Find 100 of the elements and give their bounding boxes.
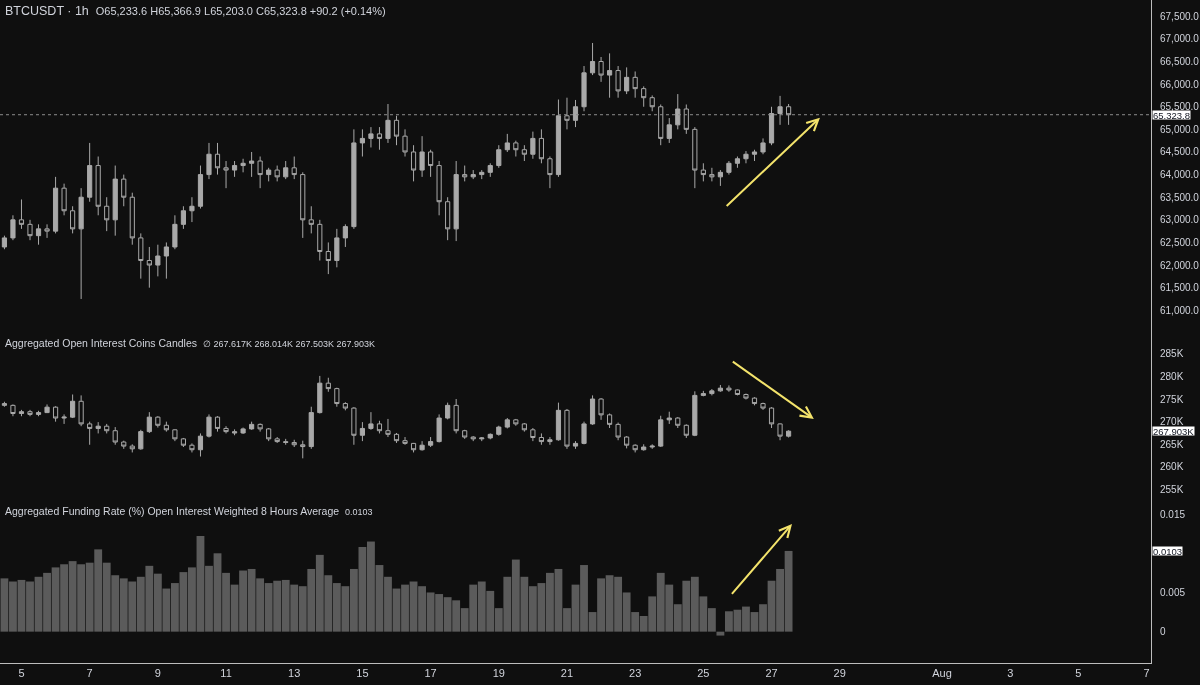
candlestick <box>555 402 562 442</box>
candlestick <box>564 408 570 450</box>
candlestick <box>410 144 417 182</box>
candlestick <box>462 429 468 440</box>
candlestick <box>52 176 59 234</box>
candlestick <box>1 235 8 250</box>
candlestick <box>274 165 280 182</box>
candlestick <box>325 377 331 393</box>
candlestick <box>538 128 544 164</box>
candlestick <box>180 205 187 230</box>
candlestick <box>231 160 238 178</box>
x-tick-label: 11 <box>220 667 232 680</box>
candlestick <box>214 415 221 433</box>
candlestick <box>393 432 400 444</box>
y-tick-label: 63,500.0 <box>1160 191 1200 203</box>
candlestick <box>334 387 340 408</box>
candlestick <box>300 440 306 459</box>
candlestick <box>462 165 468 182</box>
candlestick <box>95 156 101 216</box>
y-tick-label: 255K <box>1160 484 1184 496</box>
candlestick <box>231 428 238 436</box>
y-tick-label: 265K <box>1160 438 1184 450</box>
candlestick <box>163 421 169 433</box>
candlestick <box>18 198 25 230</box>
y-tick-label: 275K <box>1160 393 1184 405</box>
y-tick-label: 62,500.0 <box>1160 236 1200 248</box>
candlestick <box>734 156 741 169</box>
candlestick <box>521 144 527 162</box>
candlestick <box>112 426 118 446</box>
candlestick <box>589 394 596 426</box>
candlestick <box>376 420 383 434</box>
candlestick <box>61 413 67 425</box>
candlestick <box>351 128 357 230</box>
bar <box>716 631 725 636</box>
candlestick <box>368 411 374 429</box>
candlestick <box>709 167 715 182</box>
candlestick <box>104 423 110 434</box>
candlestick <box>428 436 434 448</box>
candlestick <box>197 165 204 210</box>
y-tick-label: 0 <box>1160 626 1166 638</box>
candlestick <box>376 126 383 151</box>
candlestick <box>104 196 110 232</box>
x-tick-label: 17 <box>424 667 437 680</box>
candlestick <box>146 411 152 434</box>
candlestick <box>44 223 50 239</box>
candlestick <box>683 103 689 135</box>
candlestick <box>751 149 758 162</box>
candlestick <box>197 432 204 458</box>
y-tick-label: 260K <box>1160 461 1184 473</box>
candlestick <box>342 403 348 411</box>
candlestick <box>402 128 408 157</box>
candlestick <box>266 167 272 182</box>
candlestick <box>479 169 485 180</box>
candlestick <box>402 436 408 446</box>
candlestick <box>155 244 161 277</box>
candlestick <box>692 126 698 189</box>
candlestick <box>283 160 289 180</box>
candlestick <box>155 415 161 429</box>
x-tick-label: 7 <box>1143 667 1150 680</box>
candlestick <box>641 443 647 452</box>
candlestick <box>598 56 604 83</box>
candlestick <box>666 411 672 425</box>
x-tick-label: 15 <box>356 667 369 680</box>
x-tick-label: 5 <box>1075 667 1082 680</box>
y-tick-label: 66,500.0 <box>1160 56 1200 68</box>
candlestick <box>453 160 459 242</box>
x-tick-label: 3 <box>1007 667 1014 680</box>
y-tick-label: 0.005 <box>1160 586 1186 598</box>
candlestick <box>368 126 374 148</box>
candlestick <box>658 103 664 146</box>
candlestick <box>300 171 306 239</box>
candlestick <box>129 443 135 453</box>
candlestick <box>453 398 459 434</box>
candlestick <box>581 65 587 112</box>
candlestick <box>717 169 723 187</box>
candlestick <box>385 418 391 438</box>
candlestick <box>530 427 536 442</box>
candlestick <box>786 429 792 439</box>
candlestick <box>308 406 314 450</box>
candlestick <box>146 246 152 289</box>
candlestick <box>214 142 221 176</box>
candlestick <box>87 421 93 446</box>
candlestick <box>410 442 417 453</box>
text: 0.0103 <box>344 506 373 517</box>
candlestick <box>257 156 263 189</box>
candlestick <box>206 142 212 180</box>
candlestick <box>572 440 579 450</box>
candlestick <box>249 151 255 178</box>
candlestick <box>121 174 127 207</box>
y-tick-label: 66,000.0 <box>1160 78 1200 90</box>
candlestick <box>692 390 698 437</box>
candlestick <box>393 115 400 146</box>
text: Aggregated Open Interest Coins Candles <box>5 336 198 349</box>
candlestick <box>257 423 263 433</box>
candlestick <box>641 85 647 108</box>
candlestick <box>538 432 544 446</box>
text: Aggregated Funding Rate (%) Open Interest Weighted 8 Hours Average <box>5 504 340 517</box>
text: O65,233.6 H65,366.9 L65,203.0 C65,323.8 +90.2 (+0.14%) <box>95 5 386 18</box>
y-tick-label: 61,000.0 <box>1160 304 1200 316</box>
x-tick-label: 29 <box>833 667 846 680</box>
